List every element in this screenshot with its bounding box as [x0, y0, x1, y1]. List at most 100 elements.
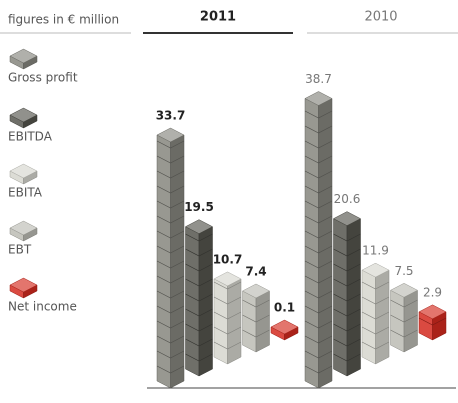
- cube-top: [304, 91, 333, 106]
- legend-label: Net income: [8, 300, 77, 314]
- cube-edge: [304, 350, 333, 359]
- cube-right: [170, 134, 185, 389]
- cube-edge: [185, 323, 213, 332]
- cube-top: [9, 107, 38, 123]
- cube-edge: [333, 233, 361, 242]
- cube-edge: [156, 290, 185, 299]
- cube-edge: [304, 290, 333, 299]
- cube-edge: [185, 308, 213, 317]
- cube-top: [418, 304, 447, 320]
- cube-top: [9, 163, 38, 179]
- cube-top: [156, 127, 185, 143]
- column: [270, 319, 299, 341]
- column: [241, 283, 271, 353]
- column: [361, 262, 390, 365]
- cube-edge: [156, 260, 185, 269]
- cube-edge: [333, 263, 361, 272]
- cube-top: [9, 48, 38, 64]
- column: [184, 219, 214, 377]
- cube-edge: [156, 275, 185, 284]
- cube-edge: [156, 140, 185, 149]
- cube-edge: [361, 326, 390, 335]
- cube-edge: [304, 230, 333, 239]
- cube-edge: [304, 365, 333, 374]
- cube-edge: [390, 329, 418, 338]
- cube-edge: [304, 215, 333, 224]
- cube-left: [185, 226, 200, 377]
- cube-edge: [418, 317, 447, 326]
- cube-edge: [390, 314, 418, 323]
- cube-edge: [156, 170, 185, 179]
- cube-edge: [361, 341, 390, 350]
- year-header: 2011: [200, 10, 236, 25]
- cube-top: [184, 219, 214, 234]
- cube-edge: [390, 299, 418, 308]
- value-label: 2.9: [423, 285, 442, 299]
- cube-edge: [304, 260, 333, 269]
- cube-edge: [185, 278, 213, 287]
- value-label: 38.7: [305, 72, 332, 86]
- cube-edge: [333, 353, 361, 362]
- cube-right: [198, 226, 213, 377]
- legend-item: EBT: [8, 220, 38, 257]
- cube-top: [9, 220, 38, 236]
- cube-edge: [213, 311, 242, 320]
- cube-edge: [156, 230, 185, 239]
- cube-edge: [333, 308, 361, 317]
- value-label: 19.5: [184, 200, 214, 214]
- legend-label: Gross profit: [8, 71, 78, 85]
- cube-edge: [213, 296, 242, 305]
- cube-right: [255, 290, 270, 353]
- value-label: 33.7: [156, 108, 186, 122]
- column: [332, 211, 362, 377]
- unit-label: figures in € million: [8, 13, 119, 27]
- cube-edge: [156, 305, 185, 314]
- cube-edge: [213, 326, 242, 335]
- cube-edge: [156, 245, 185, 254]
- cube-edge: [304, 305, 333, 314]
- cube-edge: [156, 365, 185, 374]
- cube-edge: [361, 311, 390, 320]
- cube-right: [375, 269, 390, 365]
- cube-edge: [333, 248, 361, 257]
- cube-edge: [242, 329, 270, 338]
- legend-label: EBITDA: [8, 130, 53, 144]
- column: [156, 127, 185, 389]
- cube-edge: [304, 110, 333, 119]
- legend-label: EBT: [8, 243, 32, 257]
- value-label: 0.1: [274, 301, 295, 315]
- value-label: 11.9: [362, 244, 389, 258]
- cube-edge: [185, 233, 213, 242]
- cube-edge: [156, 155, 185, 164]
- cube-edge: [333, 323, 361, 332]
- cube-right: [227, 278, 242, 365]
- legend-item: Net income: [8, 277, 77, 314]
- cube-top: [270, 319, 299, 335]
- column: [418, 304, 447, 341]
- cube-edge: [361, 296, 390, 305]
- value-label: 7.5: [394, 264, 413, 278]
- cube-top: [361, 262, 390, 278]
- cube-edge: [304, 275, 333, 284]
- cube-top: [389, 282, 419, 298]
- value-label: 20.6: [334, 192, 361, 206]
- cube-left: [156, 134, 171, 389]
- cube-edge: [213, 341, 242, 350]
- cube-edge: [333, 278, 361, 287]
- cube-left: [213, 278, 228, 365]
- cube-edge: [304, 155, 333, 164]
- cube-edge: [361, 281, 390, 290]
- cube-edge: [333, 293, 361, 302]
- cube-edge: [185, 248, 213, 257]
- cube-edge: [156, 335, 185, 344]
- cube-edge: [304, 125, 333, 134]
- cube-top: [332, 211, 362, 226]
- column: [304, 91, 333, 389]
- cube-top: [9, 277, 38, 293]
- value-label: 7.4: [245, 264, 266, 278]
- cube-left: [242, 290, 257, 353]
- cube-edge: [156, 215, 185, 224]
- cube-top: [213, 271, 242, 287]
- cube-edge: [156, 350, 185, 359]
